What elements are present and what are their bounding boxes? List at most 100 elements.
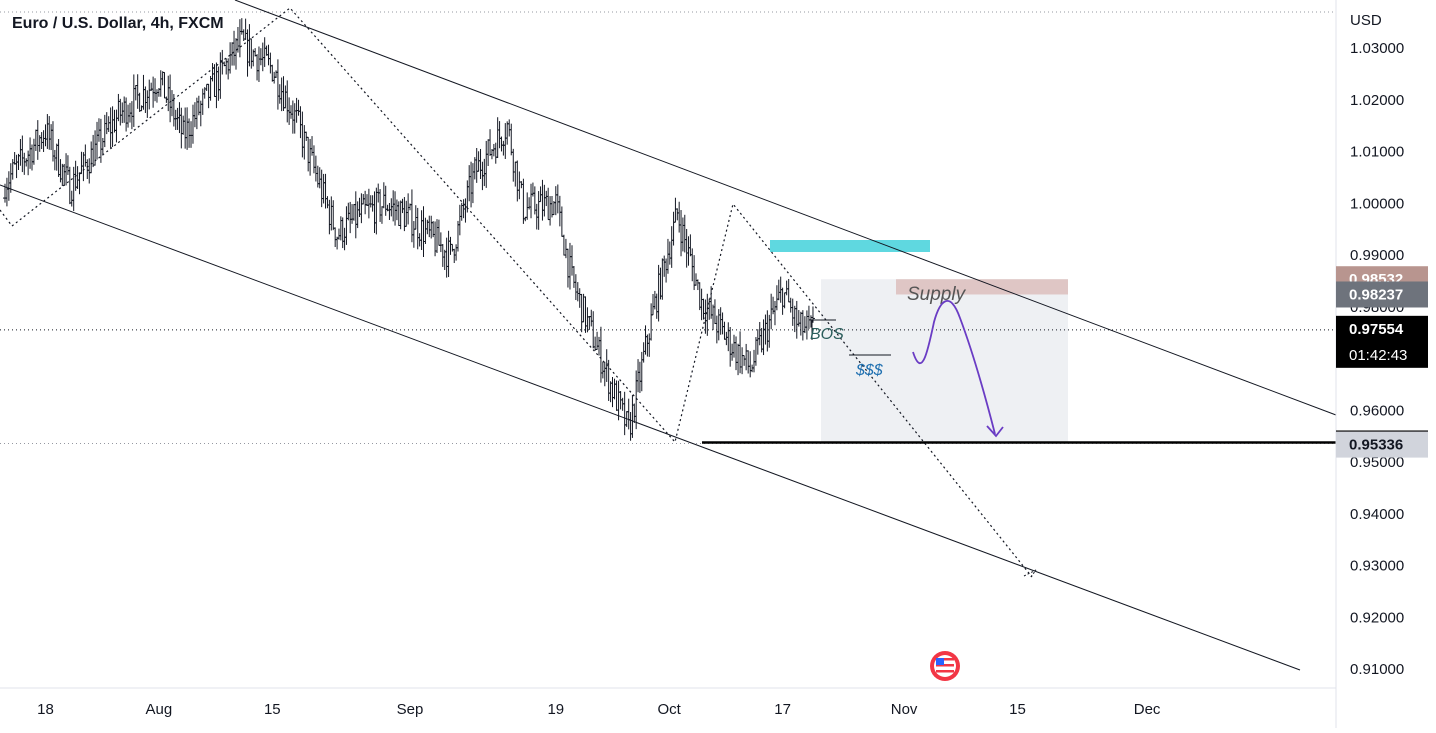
candle bbox=[761, 319, 766, 356]
candle bbox=[571, 266, 576, 288]
highlight-zone-cyan[interactable] bbox=[770, 240, 930, 252]
candle bbox=[268, 52, 273, 74]
candle bbox=[31, 138, 36, 165]
candle bbox=[112, 109, 117, 133]
candle bbox=[296, 99, 301, 116]
candle bbox=[511, 148, 516, 182]
candle bbox=[538, 186, 543, 203]
time-tick-label: Aug bbox=[146, 701, 173, 718]
price-tick-label: 0.93000 bbox=[1350, 558, 1404, 575]
price-tick-label: 0.94000 bbox=[1350, 506, 1404, 523]
candle bbox=[774, 285, 779, 311]
candle bbox=[256, 46, 261, 82]
candle bbox=[744, 343, 749, 371]
currency-label: USD bbox=[1350, 12, 1382, 29]
candle bbox=[598, 326, 603, 383]
candle bbox=[722, 321, 727, 340]
candle bbox=[742, 355, 747, 366]
candle bbox=[120, 102, 125, 124]
price-tag-supply-bottom[interactable]: 0.98237 bbox=[1336, 281, 1428, 308]
candle bbox=[204, 83, 209, 91]
candle bbox=[436, 219, 441, 246]
candle bbox=[509, 123, 514, 156]
economic-event-flag-icon[interactable] bbox=[930, 651, 960, 681]
candle bbox=[329, 196, 334, 231]
candle bbox=[91, 134, 96, 168]
candle bbox=[262, 37, 267, 67]
candle bbox=[540, 179, 545, 221]
candle bbox=[311, 145, 316, 174]
candle bbox=[131, 74, 136, 127]
candle bbox=[736, 343, 741, 376]
candle bbox=[228, 42, 233, 74]
candle bbox=[6, 171, 11, 201]
price-tick-label: 0.96000 bbox=[1350, 402, 1404, 419]
candle bbox=[192, 102, 197, 128]
candle bbox=[85, 159, 90, 180]
candle bbox=[792, 305, 797, 333]
price-tag-value: 0.97554 bbox=[1349, 321, 1404, 338]
candle bbox=[10, 159, 15, 180]
candle bbox=[493, 142, 498, 164]
candle bbox=[145, 90, 150, 118]
candle bbox=[798, 311, 803, 336]
projection-path[interactable] bbox=[912, 300, 996, 435]
candle bbox=[501, 140, 506, 156]
candle bbox=[484, 140, 489, 188]
time-tick-label: 19 bbox=[547, 701, 564, 718]
candle bbox=[438, 232, 443, 253]
candle bbox=[515, 160, 520, 202]
candle bbox=[782, 292, 787, 309]
candle bbox=[141, 74, 146, 110]
channel-lower-line[interactable] bbox=[0, 184, 1301, 671]
candle bbox=[600, 361, 605, 379]
price-tick-label: 0.95000 bbox=[1350, 454, 1404, 471]
candle bbox=[542, 184, 547, 217]
candle bbox=[411, 221, 416, 248]
candle bbox=[255, 54, 260, 81]
candle bbox=[108, 107, 113, 149]
candle bbox=[14, 154, 19, 179]
price-tick-label: 1.03000 bbox=[1350, 40, 1404, 57]
candle bbox=[753, 337, 758, 366]
candle bbox=[89, 141, 94, 174]
candle bbox=[118, 98, 123, 126]
candle bbox=[444, 237, 449, 278]
price-tag-value: 0.95336 bbox=[1349, 437, 1403, 454]
price-tag-current[interactable]: 0.97554 01:42:43 bbox=[1336, 315, 1428, 368]
candle bbox=[319, 169, 324, 208]
candle bbox=[218, 52, 223, 99]
candle bbox=[534, 203, 539, 230]
candle bbox=[579, 293, 584, 333]
chart-title: Euro / U.S. Dollar, 4h, FXCM bbox=[12, 15, 224, 32]
candle bbox=[321, 173, 326, 204]
candle bbox=[114, 109, 119, 143]
candle bbox=[33, 129, 38, 151]
projection-box[interactable] bbox=[821, 279, 1068, 444]
structure-dotted-path[interactable] bbox=[0, 7, 1033, 578]
candle bbox=[226, 58, 231, 80]
candle bbox=[720, 312, 725, 335]
channel-upper-line[interactable] bbox=[234, 0, 1337, 416]
time-axis[interactable]: 18 Aug 15 Sep 19 Oct 17 Nov 15 Dec bbox=[37, 701, 1161, 718]
supply-label: Supply bbox=[907, 284, 967, 305]
candle bbox=[302, 125, 307, 160]
price-tag-target-low[interactable]: 0.95336 bbox=[1336, 431, 1428, 458]
price-tick-label: 1.01000 bbox=[1350, 144, 1404, 161]
candle bbox=[517, 171, 522, 200]
candle bbox=[597, 336, 601, 356]
candle bbox=[104, 112, 109, 135]
candle bbox=[553, 186, 558, 216]
supply-zone[interactable] bbox=[896, 279, 1068, 295]
candle bbox=[39, 132, 44, 150]
candle bbox=[536, 191, 541, 230]
candle bbox=[323, 173, 328, 209]
dotted-arrow-head bbox=[1023, 569, 1037, 579]
candle bbox=[794, 300, 799, 339]
candle bbox=[317, 167, 322, 189]
candle bbox=[488, 129, 493, 156]
candle bbox=[26, 150, 31, 176]
candle bbox=[79, 151, 84, 175]
